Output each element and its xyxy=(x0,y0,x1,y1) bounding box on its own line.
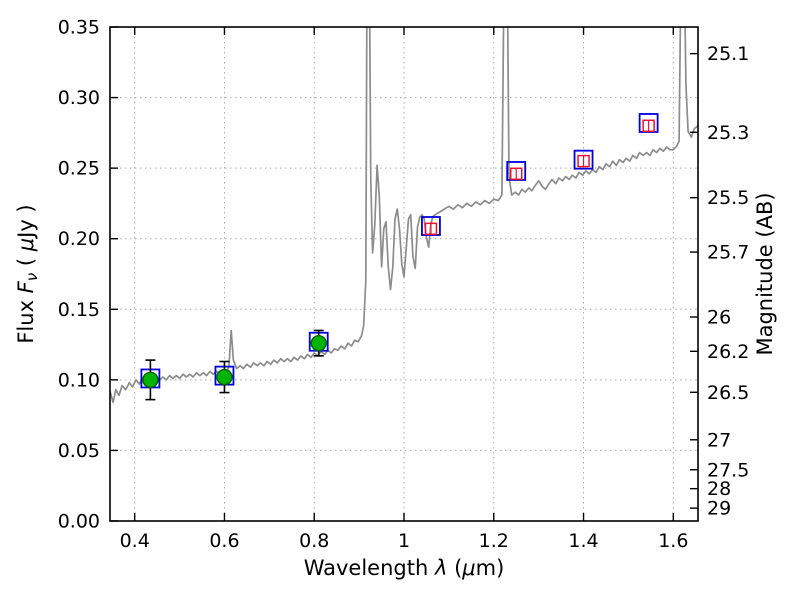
flux-tick-label: 0.20 xyxy=(58,228,100,250)
x-tick-label: 1.6 xyxy=(658,530,688,552)
tick-labels: 0.4 0.6 0.8 1 1.2 1.4 1.6 0.00 0.05 0.10 0.15 0.20 0… xyxy=(58,17,750,553)
x-tick-label: 0.6 xyxy=(209,530,239,552)
mag-tick-label: 26 xyxy=(707,306,731,328)
spectrum-line xyxy=(110,27,698,404)
lambda-symbol: λ xyxy=(434,556,448,580)
observed-square-marker xyxy=(577,154,590,168)
x-axis-label: Wavelength λ (μm) xyxy=(303,556,505,580)
observed-circle-point xyxy=(310,329,327,357)
model-square-marker xyxy=(573,149,594,170)
mag-tick-label: 25.7 xyxy=(707,242,749,264)
mag-tick-label: 26.5 xyxy=(707,382,749,404)
mag-tick-label: 26.2 xyxy=(707,341,749,363)
flux-tick-label: 0.05 xyxy=(58,440,100,462)
left-axis-label: Flux Fν ( μJy ) xyxy=(14,204,42,344)
mag-tick-label: 25.5 xyxy=(707,187,749,209)
mu-symbol: μ xyxy=(462,556,476,580)
x-tick-label: 1 xyxy=(398,530,410,552)
mag-tick-label: 28 xyxy=(707,478,731,500)
observed-square-marker xyxy=(424,222,438,236)
flux-tick-label: 0.35 xyxy=(58,17,100,39)
observed-circle-marker xyxy=(216,368,233,386)
right-axis-label: Magnitude (AB) xyxy=(753,192,777,356)
observed-square-point xyxy=(577,154,590,168)
flux-tick-label: 0.30 xyxy=(58,87,100,109)
mag-tick-label: 29 xyxy=(707,498,731,520)
x-tick-label: 1.4 xyxy=(568,530,598,552)
x-tick-label: 0.4 xyxy=(120,530,150,552)
observed-circle-marker xyxy=(310,334,327,352)
observed-square-point xyxy=(509,167,523,181)
observed-circle-point xyxy=(142,359,159,401)
mag-tick-label: 25.1 xyxy=(707,43,749,65)
observed-circle-marker xyxy=(142,371,159,389)
x-tick-label: 1.2 xyxy=(479,530,509,552)
photometry-markers xyxy=(140,113,659,401)
nu-subscript: ν xyxy=(23,272,42,282)
flux-tick-label: 0.25 xyxy=(58,158,100,180)
mag-tick-label: 27 xyxy=(707,429,731,451)
mag-tick-label: 27.5 xyxy=(707,459,749,481)
x-tick-label: 0.8 xyxy=(299,530,329,552)
flux-tick-label: 0.10 xyxy=(58,369,100,391)
observed-circle-point xyxy=(216,360,233,394)
observed-square-point xyxy=(424,222,438,236)
left-axis-label-text: Flux xyxy=(14,293,38,344)
observed-square-point xyxy=(642,119,655,133)
flux-tick-label: 0.15 xyxy=(58,299,100,321)
observed-square-marker xyxy=(509,167,523,181)
observed-square-marker xyxy=(642,119,655,133)
x-axis-label-text: Wavelength xyxy=(303,556,435,580)
flux-tick-label: 0.00 xyxy=(58,511,100,533)
flux-symbol: F xyxy=(14,281,38,294)
tick-marks xyxy=(110,26,698,522)
mu-symbol-2: μ xyxy=(14,237,38,252)
mag-tick-label: 25.3 xyxy=(707,122,749,144)
